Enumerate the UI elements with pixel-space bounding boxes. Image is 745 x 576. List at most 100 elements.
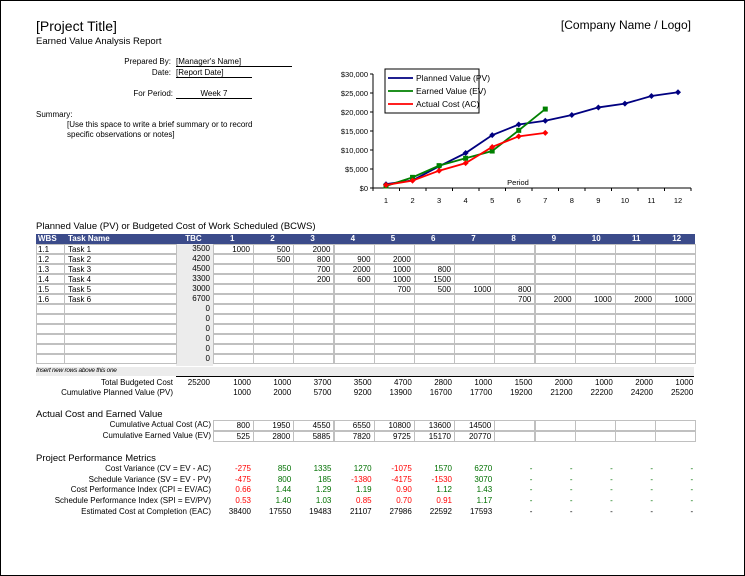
period-cell[interactable] <box>373 324 415 334</box>
period-cell[interactable]: 1000 <box>213 244 254 254</box>
period-cell[interactable] <box>414 254 455 264</box>
task-name-cell[interactable]: Task 3 <box>64 264 177 274</box>
period-cell[interactable] <box>655 344 697 354</box>
period-cell[interactable] <box>454 354 496 364</box>
period-cell[interactable] <box>253 314 295 324</box>
period-cell[interactable] <box>213 344 254 354</box>
period-cell[interactable] <box>494 304 536 314</box>
period-cell[interactable] <box>454 244 496 254</box>
period-cell[interactable] <box>615 274 656 284</box>
period-cell[interactable] <box>454 274 496 284</box>
period-cell[interactable] <box>213 354 254 364</box>
period-cell[interactable] <box>494 354 536 364</box>
period-cell[interactable] <box>373 334 415 344</box>
period-cell[interactable] <box>253 334 295 344</box>
period-cell[interactable] <box>213 264 254 274</box>
period-cell[interactable]: 800 <box>293 254 335 264</box>
task-name-cell[interactable] <box>64 354 177 364</box>
period-cell[interactable] <box>253 294 295 304</box>
period-cell[interactable] <box>615 284 656 294</box>
period-cell[interactable]: 600 <box>333 274 375 284</box>
period-cell[interactable] <box>574 334 616 344</box>
period-cell[interactable] <box>494 274 536 284</box>
ac-ev-cell[interactable] <box>655 431 697 442</box>
period-cell[interactable]: 700 <box>293 264 335 274</box>
period-cell[interactable] <box>534 264 576 274</box>
period-cell[interactable] <box>213 254 254 264</box>
period-cell[interactable] <box>333 244 375 254</box>
period-cell[interactable] <box>333 344 375 354</box>
period-cell[interactable] <box>253 274 295 284</box>
period-cell[interactable] <box>655 274 697 284</box>
period-cell[interactable] <box>373 314 415 324</box>
wbs-cell[interactable] <box>36 304 65 314</box>
task-name-cell[interactable]: Task 4 <box>64 274 177 284</box>
period-cell[interactable] <box>655 264 697 274</box>
period-cell[interactable] <box>454 304 496 314</box>
period-cell[interactable] <box>534 324 576 334</box>
period-cell[interactable] <box>655 314 697 324</box>
ac-ev-cell[interactable]: 2800 <box>253 431 295 442</box>
period-cell[interactable]: 800 <box>414 264 455 274</box>
task-name-cell[interactable]: Task 5 <box>64 284 177 294</box>
wbs-cell[interactable] <box>36 324 65 334</box>
period-cell[interactable] <box>293 344 335 354</box>
period-cell[interactable]: 2000 <box>373 254 415 264</box>
period-cell[interactable] <box>414 304 455 314</box>
period-cell[interactable] <box>534 244 576 254</box>
period-cell[interactable] <box>494 264 536 274</box>
period-cell[interactable] <box>534 254 576 264</box>
period-cell[interactable] <box>615 254 656 264</box>
task-name-cell[interactable] <box>64 304 177 314</box>
ac-ev-cell[interactable]: 7820 <box>333 431 375 442</box>
period-cell[interactable] <box>373 304 415 314</box>
wbs-cell[interactable]: 1.1 <box>36 244 65 254</box>
period-cell[interactable]: 500 <box>253 254 295 264</box>
period-cell[interactable]: 1500 <box>414 274 455 284</box>
period-cell[interactable] <box>615 264 656 274</box>
period-cell[interactable] <box>373 244 415 254</box>
period-cell[interactable] <box>574 254 616 264</box>
period-cell[interactable] <box>253 324 295 334</box>
period-cell[interactable] <box>414 344 455 354</box>
period-cell[interactable] <box>373 294 415 304</box>
ac-ev-cell[interactable]: 9725 <box>373 431 415 442</box>
period-cell[interactable]: 200 <box>293 274 335 284</box>
period-cell[interactable]: 1000 <box>574 294 616 304</box>
period-cell[interactable] <box>454 264 496 274</box>
ac-ev-cell[interactable]: 13600 <box>414 420 455 431</box>
period-cell[interactable]: 500 <box>414 284 455 294</box>
wbs-cell[interactable]: 1.6 <box>36 294 65 304</box>
period-cell[interactable] <box>574 244 616 254</box>
period-cell[interactable] <box>534 314 576 324</box>
ac-ev-cell[interactable] <box>574 420 616 431</box>
period-cell[interactable] <box>494 314 536 324</box>
period-cell[interactable] <box>534 274 576 284</box>
date-field[interactable]: [Report Date] <box>176 68 252 78</box>
ac-ev-cell[interactable]: 5885 <box>293 431 335 442</box>
period-cell[interactable]: 700 <box>373 284 415 294</box>
period-cell[interactable]: 2000 <box>333 264 375 274</box>
period-cell[interactable] <box>534 354 576 364</box>
period-cell[interactable]: 900 <box>333 254 375 264</box>
period-cell[interactable] <box>333 334 375 344</box>
task-name-cell[interactable]: Task 1 <box>64 244 177 254</box>
period-cell[interactable] <box>253 304 295 314</box>
period-cell[interactable] <box>293 284 335 294</box>
period-cell[interactable]: 1000 <box>373 264 415 274</box>
period-cell[interactable]: 2000 <box>615 294 656 304</box>
period-cell[interactable] <box>454 344 496 354</box>
task-name-cell[interactable] <box>64 334 177 344</box>
period-cell[interactable] <box>534 304 576 314</box>
period-cell[interactable] <box>494 244 536 254</box>
period-cell[interactable] <box>534 344 576 354</box>
period-field[interactable]: Week 7 <box>176 89 252 99</box>
period-cell[interactable] <box>454 314 496 324</box>
period-cell[interactable] <box>655 304 697 314</box>
ac-ev-cell[interactable] <box>615 420 656 431</box>
period-cell[interactable]: 1000 <box>655 294 697 304</box>
period-cell[interactable] <box>414 294 455 304</box>
period-cell[interactable] <box>574 354 616 364</box>
period-cell[interactable] <box>655 334 697 344</box>
period-cell[interactable] <box>534 284 576 294</box>
